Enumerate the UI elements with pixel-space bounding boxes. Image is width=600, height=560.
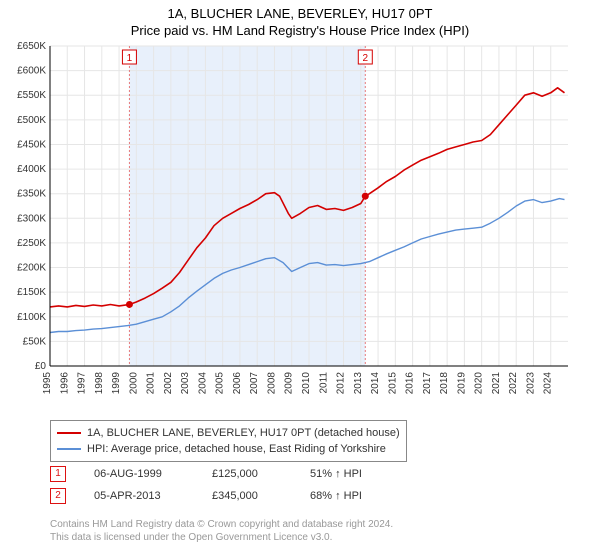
svg-text:1995: 1995 (42, 372, 53, 395)
svg-text:£650K: £650K (17, 41, 46, 52)
svg-text:2001: 2001 (146, 372, 157, 395)
svg-text:2011: 2011 (318, 372, 329, 394)
sale-hpi: 51% ↑ HPI (310, 468, 400, 480)
svg-text:2015: 2015 (387, 372, 398, 395)
svg-text:£150K: £150K (17, 287, 46, 298)
svg-text:£300K: £300K (17, 213, 46, 224)
svg-text:£350K: £350K (17, 189, 46, 200)
svg-text:2012: 2012 (336, 372, 347, 395)
svg-text:2010: 2010 (301, 372, 312, 395)
svg-text:2017: 2017 (422, 372, 433, 395)
legend-swatch-price-paid (57, 432, 81, 434)
legend-item-hpi: HPI: Average price, detached house, East… (57, 441, 400, 457)
svg-text:2004: 2004 (197, 372, 208, 395)
svg-text:2: 2 (363, 53, 369, 64)
svg-text:2018: 2018 (439, 372, 450, 395)
svg-text:1999: 1999 (111, 372, 122, 395)
sale-date: 05-APR-2013 (94, 490, 184, 502)
sale-date: 06-AUG-1999 (94, 468, 184, 480)
legend-box: 1A, BLUCHER LANE, BEVERLEY, HU17 0PT (de… (50, 420, 407, 462)
legend-swatch-hpi (57, 448, 81, 450)
svg-text:2007: 2007 (249, 372, 260, 395)
svg-text:2009: 2009 (284, 372, 295, 395)
chart-title-line1: 1A, BLUCHER LANE, BEVERLEY, HU17 0PT (0, 6, 600, 21)
sale-hpi: 68% ↑ HPI (310, 490, 400, 502)
legend-item-price-paid: 1A, BLUCHER LANE, BEVERLEY, HU17 0PT (de… (57, 425, 400, 441)
svg-text:2014: 2014 (370, 372, 381, 395)
svg-text:2006: 2006 (232, 372, 243, 395)
svg-text:2013: 2013 (353, 372, 364, 395)
sale-marker-row: 1 06-AUG-1999 £125,000 51% ↑ HPI (50, 466, 400, 482)
svg-text:£600K: £600K (17, 66, 46, 77)
chart-title-line2: Price paid vs. HM Land Registry's House … (0, 23, 600, 38)
sale-markers-table: 1 06-AUG-1999 £125,000 51% ↑ HPI 2 05-AP… (50, 466, 400, 510)
attribution-text: Contains HM Land Registry data © Crown c… (50, 518, 393, 544)
svg-text:2020: 2020 (474, 372, 485, 395)
svg-text:£500K: £500K (17, 115, 46, 126)
svg-text:2016: 2016 (405, 372, 416, 395)
price-hpi-chart: £0 £50K £100K £150K £200K £250K £300K £350K £400… (0, 38, 580, 408)
legend-label-price-paid: 1A, BLUCHER LANE, BEVERLEY, HU17 0PT (de… (87, 425, 400, 441)
attribution-line2: This data is licensed under the Open Gov… (50, 531, 393, 544)
svg-text:£550K: £550K (17, 90, 46, 101)
sale-marker-badge: 1 (50, 466, 66, 482)
svg-text:2000: 2000 (128, 372, 139, 395)
svg-text:£0: £0 (35, 361, 47, 372)
svg-text:2005: 2005 (215, 372, 226, 395)
sale-price: £345,000 (212, 490, 282, 502)
svg-text:2021: 2021 (491, 372, 502, 395)
svg-text:2019: 2019 (456, 372, 467, 395)
sale-price: £125,000 (212, 468, 282, 480)
svg-text:£400K: £400K (17, 164, 46, 175)
svg-text:£200K: £200K (17, 263, 46, 274)
svg-text:2008: 2008 (266, 372, 277, 395)
sale-marker-row: 2 05-APR-2013 £345,000 68% ↑ HPI (50, 488, 400, 504)
svg-text:1: 1 (127, 53, 133, 64)
svg-text:£250K: £250K (17, 238, 46, 249)
svg-text:£50K: £50K (23, 336, 47, 347)
legend-label-hpi: HPI: Average price, detached house, East… (87, 441, 386, 457)
svg-text:£450K: £450K (17, 139, 46, 150)
svg-text:1998: 1998 (94, 372, 105, 395)
svg-text:1997: 1997 (77, 372, 88, 395)
sale-marker-badge: 2 (50, 488, 66, 504)
svg-text:2024: 2024 (543, 372, 554, 395)
svg-text:£100K: £100K (17, 312, 46, 323)
svg-text:2023: 2023 (525, 372, 536, 395)
svg-text:2002: 2002 (163, 372, 174, 395)
attribution-line1: Contains HM Land Registry data © Crown c… (50, 518, 393, 531)
chart-title-block: 1A, BLUCHER LANE, BEVERLEY, HU17 0PT Pri… (0, 0, 600, 38)
svg-text:2022: 2022 (508, 372, 519, 395)
svg-text:1996: 1996 (59, 372, 70, 395)
svg-text:2003: 2003 (180, 372, 191, 395)
